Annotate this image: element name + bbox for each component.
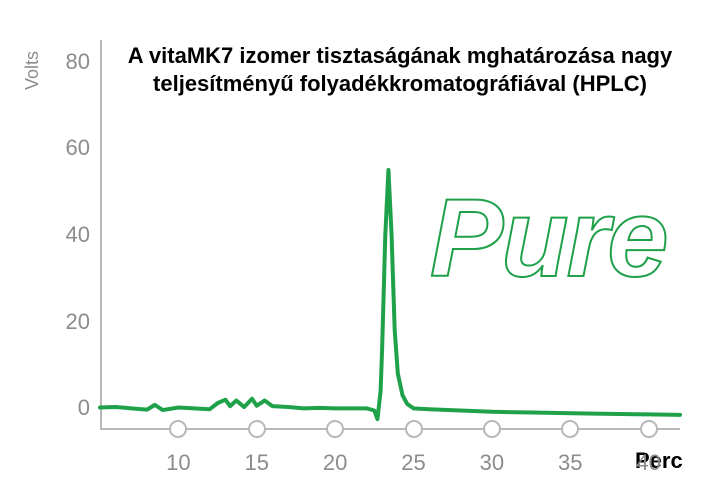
x-tick-marker (169, 420, 187, 438)
x-tick-marker (405, 420, 423, 438)
y-tick-label: 80 (50, 49, 90, 75)
x-tick-label: 15 (245, 450, 269, 476)
chromatogram-line (100, 40, 680, 430)
x-tick-label: 30 (480, 450, 504, 476)
y-axis-label: Volts (22, 51, 43, 90)
x-tick-label: 40 (636, 450, 660, 476)
x-tick-marker (483, 420, 501, 438)
x-tick-label: 25 (401, 450, 425, 476)
x-tick-label: 20 (323, 450, 347, 476)
x-tick-label: 10 (166, 450, 190, 476)
x-tick-marker (248, 420, 266, 438)
hplc-chart: Volts Perc A vitaMK7 izomer tisztaságána… (0, 0, 720, 500)
y-tick-label: 0 (50, 395, 90, 421)
y-tick-label: 20 (50, 309, 90, 335)
x-tick-marker (561, 420, 579, 438)
x-tick-label: 35 (558, 450, 582, 476)
y-tick-label: 60 (50, 135, 90, 161)
y-tick-label: 40 (50, 222, 90, 248)
x-tick-marker (326, 420, 344, 438)
x-tick-marker (640, 420, 658, 438)
